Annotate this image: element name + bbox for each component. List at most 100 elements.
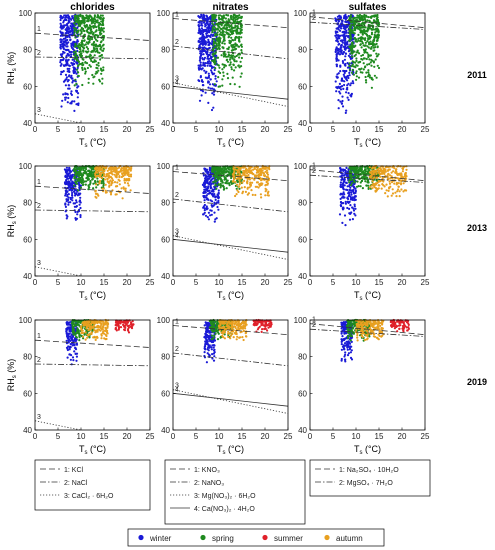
scatter-point-spring	[84, 26, 87, 29]
scatter-point-winter	[206, 62, 209, 65]
scatter-point-spring	[229, 61, 232, 64]
scatter-point-spring	[236, 26, 239, 29]
scatter-point-spring	[102, 182, 105, 185]
scatter-point-spring	[96, 39, 99, 43]
scatter-point-spring	[80, 30, 83, 33]
scatter-point-spring	[231, 182, 235, 185]
scatter-point-spring	[97, 64, 100, 67]
scatter-point-autumn	[235, 166, 239, 169]
scatter-point-winter	[204, 40, 207, 43]
scatter-point-spring	[363, 51, 366, 54]
scatter-point-winter	[198, 37, 201, 40]
scatter-point-autumn	[370, 172, 373, 175]
scatter-point-winter	[347, 194, 350, 198]
scatter-point-autumn	[386, 195, 389, 198]
scatter-point-winter	[345, 166, 348, 169]
scatter-point-winter	[202, 174, 205, 177]
scatter-point-winter	[335, 36, 338, 39]
scatter-point-spring	[95, 21, 98, 24]
curve-label: 2	[312, 168, 316, 175]
scatter-point-winter	[71, 188, 74, 192]
scatter-point-winter	[210, 69, 213, 72]
scatter-point-spring	[364, 170, 367, 173]
scatter-point-winter	[215, 54, 218, 57]
scatter-point-winter	[70, 46, 73, 49]
scatter-point-autumn	[370, 184, 373, 187]
scatter-point-autumn	[104, 166, 107, 169]
scatter-point-winter	[209, 184, 212, 187]
scatter-point-spring	[212, 48, 215, 51]
scatter-point-spring	[218, 36, 221, 39]
scatter-point-spring	[227, 36, 230, 39]
scatter-point-spring	[359, 19, 362, 22]
scatter-point-spring	[86, 31, 89, 34]
scatter-point-spring	[351, 60, 354, 63]
scatter-point-spring	[367, 75, 370, 78]
scatter-point-spring	[359, 71, 362, 74]
scatter-point-spring	[350, 171, 353, 174]
scatter-point-spring	[75, 58, 78, 61]
scatter-point-spring	[234, 42, 237, 45]
scatter-point-spring	[362, 57, 366, 60]
scatter-point-spring	[86, 178, 89, 181]
scatter-point-spring	[364, 65, 367, 68]
scatter-point-spring	[228, 58, 232, 61]
scatter-point-winter	[343, 184, 346, 187]
scatter-point-autumn	[265, 169, 269, 172]
scatter-point-spring	[73, 30, 76, 33]
scatter-point-spring	[237, 64, 240, 67]
scatter-point-winter	[339, 167, 342, 170]
scatter-point-winter	[337, 34, 340, 37]
scatter-point-spring	[86, 28, 89, 31]
scatter-point-autumn	[98, 181, 101, 184]
scatter-point-autumn	[240, 174, 243, 177]
scatter-point-winter	[60, 105, 63, 108]
scatter-point-spring	[81, 183, 84, 187]
scatter-point-winter	[62, 37, 65, 41]
scatter-point-autumn	[110, 167, 113, 171]
scatter-point-spring	[73, 84, 76, 87]
scatter-point-spring	[361, 42, 364, 45]
scatter-point-autumn	[116, 181, 119, 184]
scatter-point-autumn	[250, 189, 253, 192]
scatter-point-spring	[376, 64, 379, 67]
scatter-point-winter	[204, 76, 207, 79]
scatter-point-autumn	[246, 172, 249, 175]
scatter-point-winter	[66, 30, 69, 33]
scatter-point-spring	[353, 174, 356, 177]
scatter-point-spring	[230, 45, 233, 48]
scatter-point-spring	[364, 37, 367, 40]
scatter-point-winter	[62, 80, 66, 83]
scatter-point-winter	[203, 46, 206, 49]
scatter-point-winter	[340, 46, 343, 49]
scatter-point-winter	[202, 53, 205, 56]
scatter-point-autumn	[403, 189, 407, 192]
scatter-point-spring	[375, 35, 378, 38]
scatter-point-winter	[65, 24, 68, 27]
scatter-point-winter	[66, 93, 69, 96]
scatter-point-winter	[202, 182, 205, 185]
scatter-point-spring	[90, 38, 94, 41]
scatter-point-winter	[339, 193, 342, 196]
scatter-point-spring	[220, 33, 223, 37]
scatter-point-spring	[374, 31, 377, 34]
scatter-point-winter	[208, 177, 211, 180]
x-tick-label: 15	[375, 278, 384, 287]
scatter-point-winter	[335, 34, 338, 37]
scatter-point-winter	[198, 45, 201, 49]
scatter-point-spring	[349, 28, 352, 31]
scatter-point-spring	[82, 63, 85, 66]
y-tick-label: 60	[298, 235, 307, 244]
scatter-point-autumn	[375, 172, 378, 175]
scatter-point-spring	[358, 61, 361, 64]
scatter-point-spring	[77, 175, 80, 178]
scatter-point-spring	[87, 185, 90, 188]
y-tick-label: 60	[298, 82, 307, 91]
scatter-point-winter	[335, 59, 338, 63]
scatter-point-winter	[348, 74, 351, 77]
scatter-point-autumn	[123, 173, 126, 176]
scatter-point-autumn	[121, 173, 124, 176]
scatter-point-winter	[204, 177, 207, 180]
scatter-point-spring	[234, 66, 237, 69]
scatter-point-spring	[89, 54, 92, 57]
